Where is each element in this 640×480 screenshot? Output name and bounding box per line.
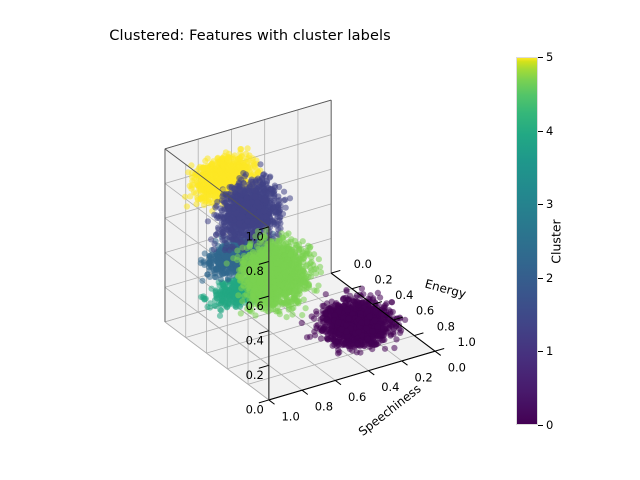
colorbar-label: Cluster xyxy=(546,57,566,425)
colorbar-label-text: Cluster xyxy=(548,218,564,264)
top-edge xyxy=(164,148,270,228)
x-tick-label: 0.0 xyxy=(354,257,372,271)
y-tick-label: 0.8 xyxy=(315,400,333,414)
y-tick xyxy=(368,370,375,376)
x-tick xyxy=(434,348,445,352)
gridline xyxy=(197,311,303,391)
axes-spines xyxy=(164,99,436,401)
x-tick xyxy=(372,301,383,305)
z-tick-label: 0.6 xyxy=(246,299,264,313)
y-tick-label: 0.0 xyxy=(448,361,466,375)
z-tick xyxy=(258,261,269,265)
page-title: Clustered: Features with cluster labels xyxy=(109,28,391,44)
colorbar-tick-label: 3 xyxy=(546,197,554,212)
colorbar[interactable]: 0 1 2 3 4 5 xyxy=(516,50,553,432)
scatter-points xyxy=(182,145,409,357)
colorbar-tick xyxy=(538,204,543,206)
x-tick-label: 1.0 xyxy=(457,335,475,349)
colorbar-gradient xyxy=(516,57,538,425)
colorbar-tick xyxy=(538,130,543,132)
y-tick-label: 0.6 xyxy=(348,390,366,404)
axis-ticks xyxy=(258,226,445,405)
colorbar-tick xyxy=(538,351,543,353)
colorbar-tick-label: 4 xyxy=(546,123,554,138)
gridline xyxy=(164,321,270,401)
z-tick xyxy=(258,226,269,231)
y-tick xyxy=(434,350,442,356)
top-edge xyxy=(164,99,332,150)
y-tick-label: 1.0 xyxy=(281,409,299,423)
y-tick xyxy=(401,360,408,366)
colorbar-tick-label: 0 xyxy=(546,418,554,432)
colorbar-tick-label: 2 xyxy=(546,270,554,285)
x-tick-label: 0.2 xyxy=(374,272,392,286)
z-tick xyxy=(258,399,269,404)
x-tick-label: 0.8 xyxy=(437,319,455,333)
z-tick xyxy=(258,330,269,335)
x-axis-spine xyxy=(330,272,436,352)
x-tick xyxy=(393,316,403,321)
y-tick-label: 0.2 xyxy=(414,370,432,384)
x-tick xyxy=(351,285,362,290)
z-tick-label: 1.0 xyxy=(246,230,264,244)
z-tick-label: 0.8 xyxy=(246,264,264,278)
colorbar-tick-label: 1 xyxy=(546,344,554,359)
z-tick-label: 0.2 xyxy=(246,368,264,382)
y-axis-spine xyxy=(268,350,436,401)
colorbar-tick xyxy=(538,425,543,426)
y-tick-label: 0.4 xyxy=(381,380,399,394)
colorbar-tick-label: 5 xyxy=(546,50,554,64)
gridline xyxy=(231,302,336,381)
axis-tick-labels: 0.00.20.40.60.81.00.00.20.40.60.81.00.00… xyxy=(246,230,476,424)
x-tick-label: 0.6 xyxy=(416,304,434,318)
x-tick xyxy=(331,269,341,274)
gridline xyxy=(247,335,415,385)
z-tick xyxy=(258,364,269,369)
y-tick xyxy=(268,399,275,405)
z-tick xyxy=(258,295,269,300)
x-tick xyxy=(414,332,424,337)
x-tick-label: 0.4 xyxy=(395,288,413,302)
colorbar-tick xyxy=(538,277,543,279)
x-axis-label: Energy xyxy=(423,277,467,301)
y-tick xyxy=(335,380,342,386)
colorbar-tick xyxy=(538,57,543,58)
z-tick-label: 0.0 xyxy=(246,403,264,417)
y-tick xyxy=(301,389,309,395)
z-tick-label: 0.4 xyxy=(246,333,264,347)
